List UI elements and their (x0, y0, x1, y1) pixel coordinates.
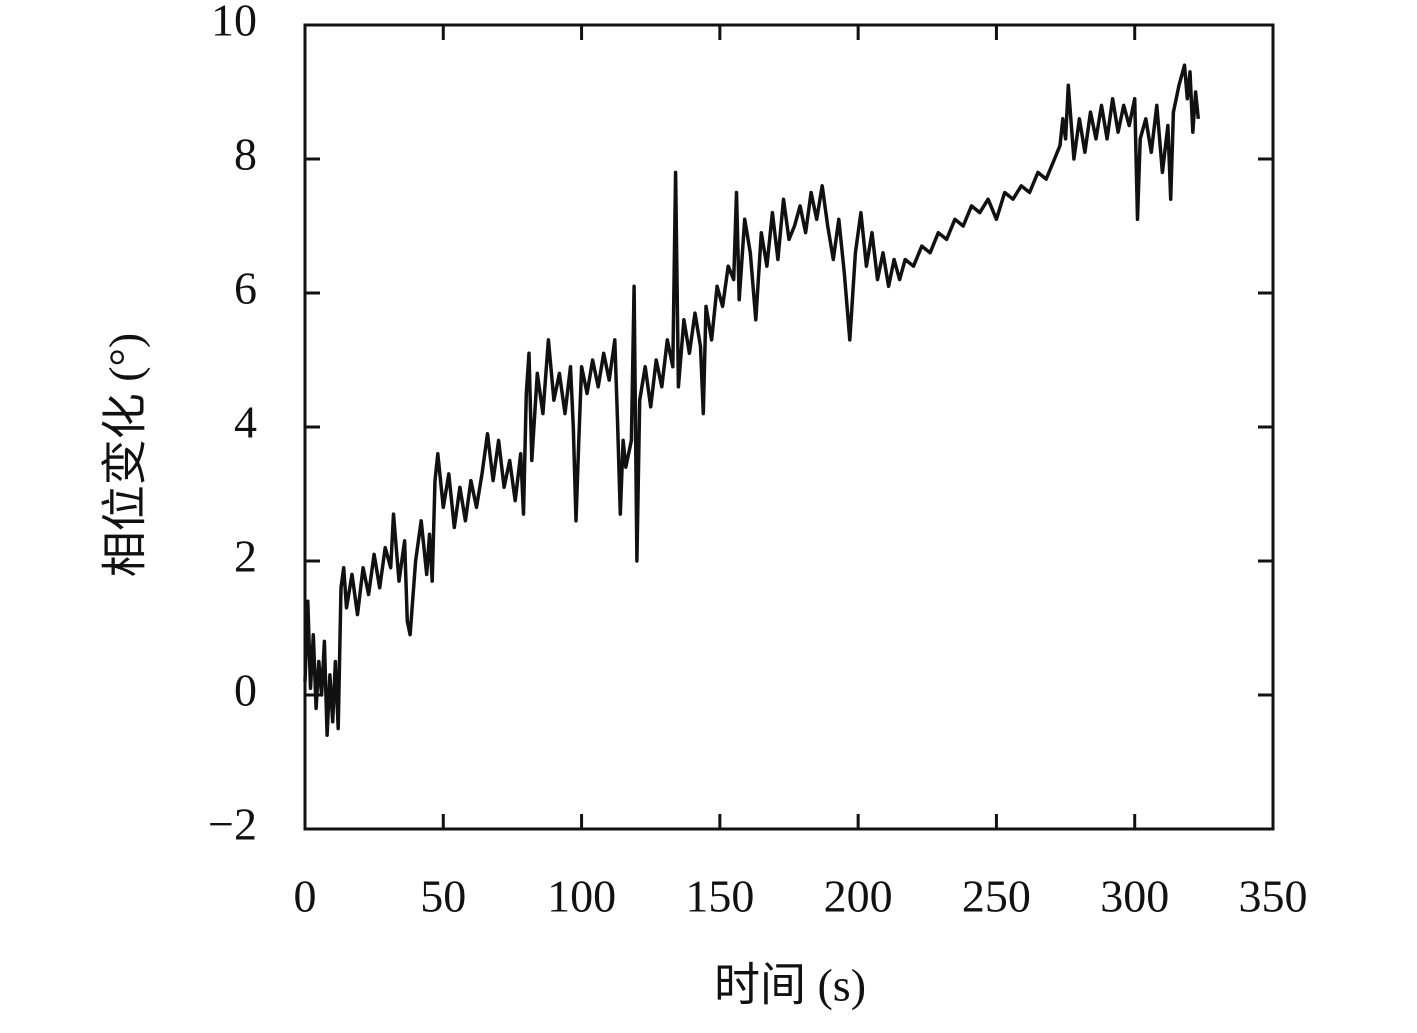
x-tick-label: 350 (1239, 871, 1308, 922)
x-tick-label: 0 (294, 871, 317, 922)
x-tick-label: 300 (1100, 871, 1169, 922)
y-tick-label: 8 (234, 129, 257, 180)
x-tick-label: 200 (824, 871, 893, 922)
x-tick-label: 250 (962, 871, 1031, 922)
data-line (303, 63, 1201, 737)
x-axis-label: 时间 (s) (714, 960, 866, 1011)
x-tick-label: 100 (547, 871, 616, 922)
y-tick-label: 2 (234, 531, 257, 582)
y-axis-label: 相位变化 (°) (100, 333, 151, 578)
x-tick-label: 150 (685, 871, 754, 922)
y-tick-label: −2 (208, 799, 257, 850)
x-tick-label: 50 (420, 871, 466, 922)
y-tick-label: 4 (234, 397, 257, 448)
y-tick-label: 10 (211, 0, 257, 46)
y-tick-label: 0 (234, 665, 257, 716)
y-tick-label: 6 (234, 263, 257, 314)
plot-frame (303, 23, 1275, 831)
